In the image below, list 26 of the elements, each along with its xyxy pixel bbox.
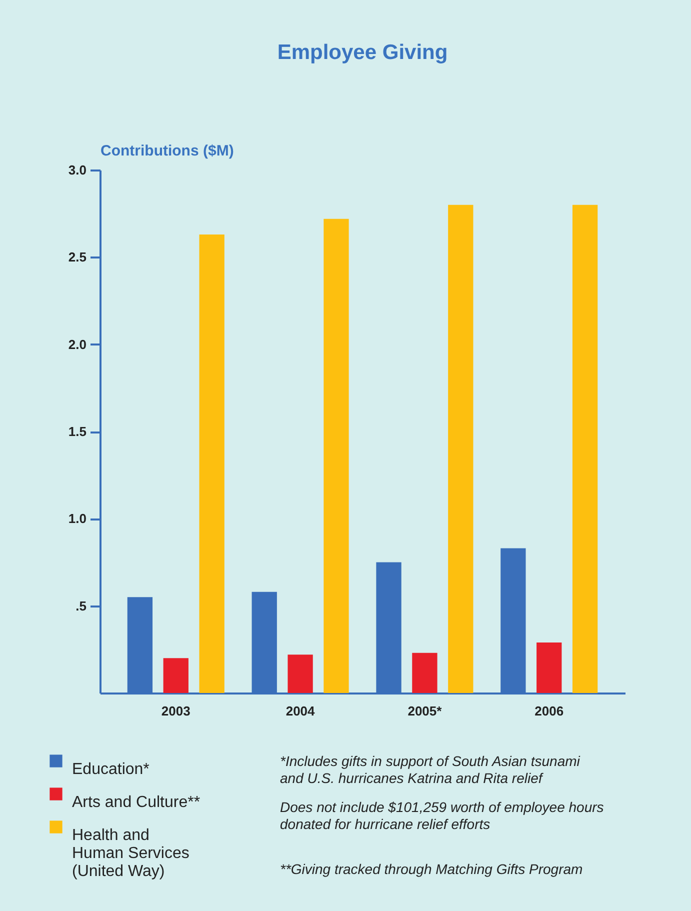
bar bbox=[536, 642, 562, 693]
bar bbox=[448, 204, 474, 693]
legend-label: Education* bbox=[72, 761, 150, 778]
y-tick-label: 1.0 bbox=[68, 511, 86, 526]
x-tick-label: 2003 bbox=[161, 704, 190, 718]
y-axis-title: Contributions ($M) bbox=[100, 142, 234, 160]
y-tick-label: .5 bbox=[76, 598, 86, 614]
y-tick-label: 3.0 bbox=[68, 162, 86, 178]
text: *Includes gifts in support of South Asian tsunami and U.S. hurricanes Katrina and Rita relief bbox=[280, 753, 581, 786]
y-tick-label: 2.5 bbox=[68, 250, 86, 265]
x-tick-label: 2006 bbox=[534, 704, 564, 718]
bar bbox=[572, 204, 598, 693]
x-tick-label: 2005* bbox=[408, 704, 443, 718]
bar bbox=[163, 658, 188, 693]
y-tick-label: 1.5 bbox=[68, 424, 86, 439]
x-tick-label: 2004 bbox=[286, 704, 316, 718]
legend-label: Arts and Culture** bbox=[72, 794, 200, 811]
text: **Giving tracked through Matching Gifts Program bbox=[280, 861, 584, 877]
y-tick-label: 2.0 bbox=[68, 336, 86, 352]
legend-label: Health and Human Services (United Way) bbox=[72, 827, 190, 880]
text: Does not include $101,259 worth of employee hours donated for hurricane relief efforts bbox=[280, 799, 604, 832]
bar bbox=[412, 652, 438, 693]
bar bbox=[324, 218, 349, 693]
chart-title: Employee Giving bbox=[277, 41, 448, 64]
bar bbox=[199, 234, 224, 693]
bar bbox=[288, 654, 313, 693]
